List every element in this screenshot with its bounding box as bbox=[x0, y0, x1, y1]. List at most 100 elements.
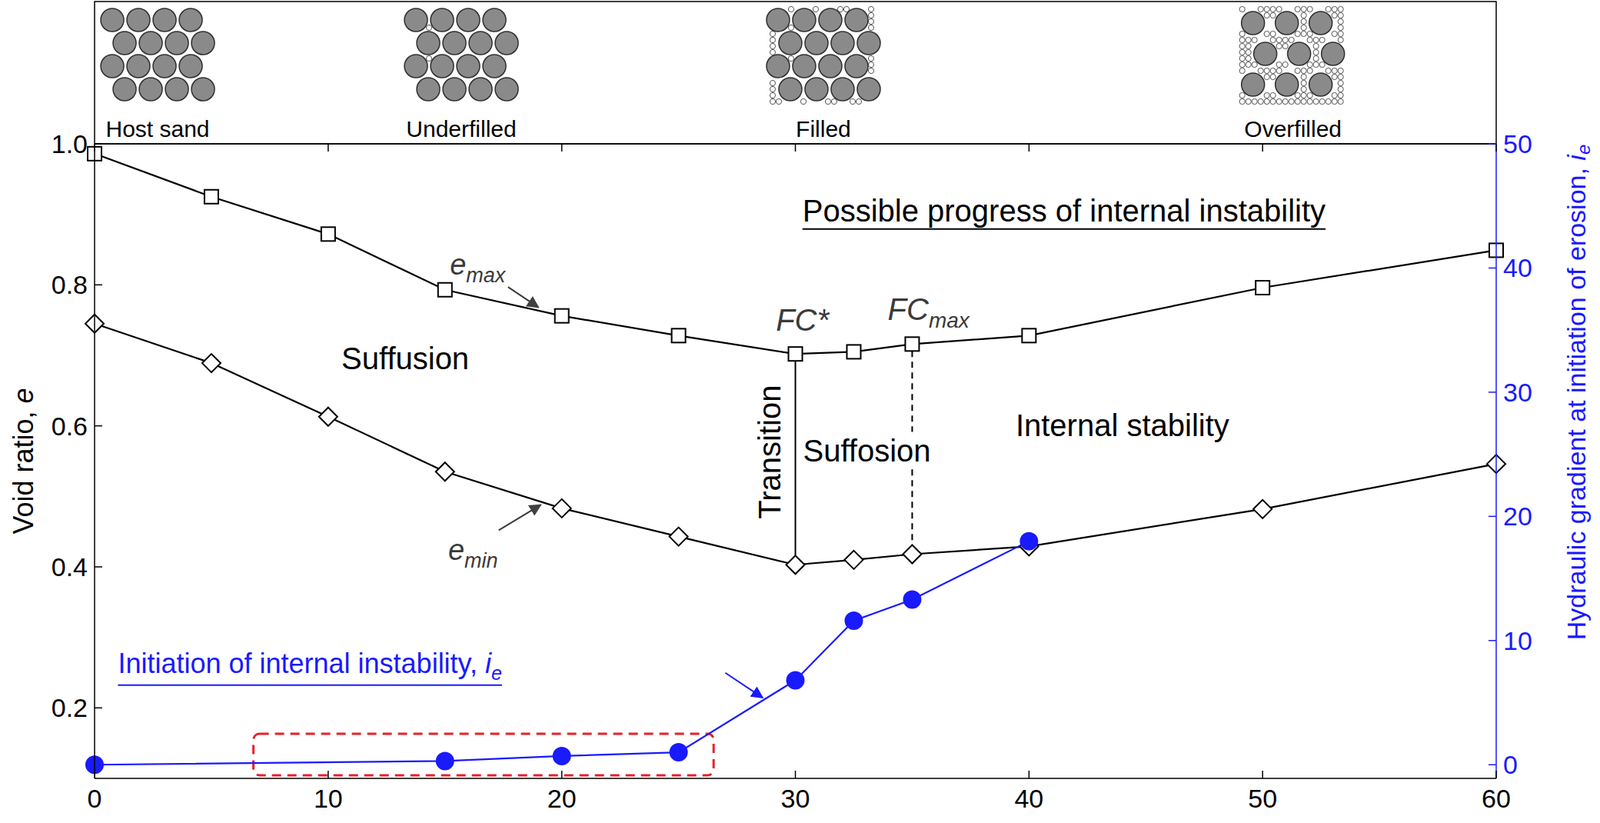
coarse-particle bbox=[126, 8, 150, 32]
marker-diamond bbox=[844, 550, 863, 569]
fine-particle bbox=[788, 24, 794, 30]
fine-particle bbox=[1319, 61, 1325, 67]
label-arrow bbox=[498, 504, 542, 530]
label-underline bbox=[117, 684, 502, 686]
marker-circle bbox=[436, 751, 454, 769]
fine-particle bbox=[1270, 30, 1276, 37]
fine-particle bbox=[1251, 98, 1258, 104]
x-tick bbox=[1261, 770, 1264, 779]
x-tick-top bbox=[327, 143, 330, 152]
fine-particle bbox=[1251, 36, 1258, 43]
annotation: Transition bbox=[752, 385, 787, 519]
fine-particle bbox=[1313, 98, 1319, 104]
y-tick-label: 1.0 bbox=[51, 129, 88, 159]
schematic bbox=[100, 8, 215, 101]
reference-line bbox=[795, 360, 797, 556]
fine-particle bbox=[1294, 67, 1301, 74]
y2-tick bbox=[1488, 391, 1497, 393]
x-tick-top bbox=[1495, 143, 1497, 152]
coarse-particle bbox=[153, 54, 177, 78]
x-tick bbox=[1028, 770, 1031, 779]
fine-particle bbox=[800, 98, 806, 104]
fine-particle bbox=[1325, 67, 1331, 74]
fine-particle bbox=[769, 36, 776, 43]
reference-label: FC* bbox=[775, 302, 830, 337]
fine-particle bbox=[824, 98, 831, 104]
coarse-particle bbox=[404, 8, 428, 32]
series-label: emin bbox=[448, 533, 499, 573]
fine-particle bbox=[788, 6, 794, 12]
annotation: Suffusion bbox=[341, 341, 470, 376]
y2-axis-line bbox=[1495, 143, 1497, 779]
fine-particle bbox=[1300, 30, 1307, 37]
y-tick-label: 0.2 bbox=[51, 692, 88, 722]
fine-particle bbox=[1276, 6, 1282, 12]
fine-particle bbox=[775, 98, 782, 104]
fine-particle bbox=[1319, 98, 1325, 104]
x-tick-top bbox=[561, 143, 563, 152]
coarse-particle bbox=[179, 8, 203, 32]
marker-diamond bbox=[319, 407, 338, 426]
x-tick bbox=[327, 770, 330, 779]
coarse-particle bbox=[179, 54, 203, 78]
fine-particle bbox=[1300, 98, 1307, 104]
fine-particle bbox=[1239, 67, 1245, 74]
fine-particle bbox=[868, 18, 874, 24]
x-tick bbox=[795, 770, 797, 779]
fine-particle bbox=[1307, 6, 1313, 12]
reference-label-italic: FC* bbox=[775, 302, 830, 337]
fine-particle bbox=[1331, 30, 1338, 37]
fine-particle bbox=[1307, 67, 1313, 74]
marker-square bbox=[321, 226, 336, 241]
fine-particle bbox=[1264, 67, 1270, 74]
fine-particle bbox=[868, 12, 874, 18]
fine-particle bbox=[1245, 49, 1251, 55]
coarse-particle bbox=[831, 77, 855, 101]
x-tick-label: 20 bbox=[547, 783, 577, 813]
fine-particle bbox=[1257, 67, 1264, 74]
x-tick-top bbox=[93, 143, 96, 152]
y2-tick-label: 30 bbox=[1503, 377, 1533, 407]
fine-particle bbox=[1282, 43, 1288, 49]
coarse-particle bbox=[100, 54, 124, 78]
fine-particle bbox=[868, 67, 874, 74]
marker-circle bbox=[903, 591, 921, 609]
fine-particle bbox=[1307, 98, 1313, 104]
x-tick-label: 60 bbox=[1481, 783, 1511, 813]
fine-particle bbox=[868, 24, 874, 30]
coarse-particle bbox=[778, 77, 802, 101]
x-tick-top bbox=[1028, 143, 1031, 152]
fine-particle bbox=[1239, 30, 1245, 37]
axes: 01020304050600.20.40.60.81.001020304050 bbox=[51, 129, 1533, 813]
marker-circle bbox=[670, 743, 688, 761]
y2-tick-label: 20 bbox=[1503, 501, 1533, 531]
fine-particle bbox=[1313, 49, 1319, 55]
fine-particle bbox=[769, 79, 776, 86]
label-patch bbox=[801, 432, 934, 470]
fine-particle bbox=[1239, 49, 1245, 55]
x-tick-label: 0 bbox=[87, 783, 103, 813]
marker-diamond bbox=[669, 527, 689, 546]
schematic bbox=[404, 8, 519, 101]
coarse-particle bbox=[495, 31, 519, 55]
fine-particle bbox=[1276, 36, 1282, 43]
fine-particle bbox=[1294, 98, 1301, 104]
coarse-particle bbox=[1241, 11, 1265, 35]
reference-label: FCmax bbox=[888, 292, 971, 333]
series-label-sub: max bbox=[465, 263, 507, 287]
coarse-particle bbox=[1309, 11, 1333, 35]
fine-particle bbox=[1313, 36, 1319, 43]
x-tick-label: 10 bbox=[313, 783, 343, 813]
marker-circle bbox=[787, 671, 805, 689]
fine-particle bbox=[1300, 12, 1307, 18]
y2-tick bbox=[1488, 267, 1497, 270]
fine-particle bbox=[849, 98, 855, 104]
fine-particle bbox=[1331, 6, 1338, 12]
fine-particle bbox=[769, 86, 776, 92]
fine-particle bbox=[1239, 92, 1245, 98]
y-tick bbox=[94, 143, 103, 145]
schematic-label: Filled bbox=[795, 116, 852, 142]
marker-circle bbox=[844, 612, 862, 629]
coarse-particle bbox=[165, 77, 189, 101]
fine-particle bbox=[868, 61, 874, 67]
